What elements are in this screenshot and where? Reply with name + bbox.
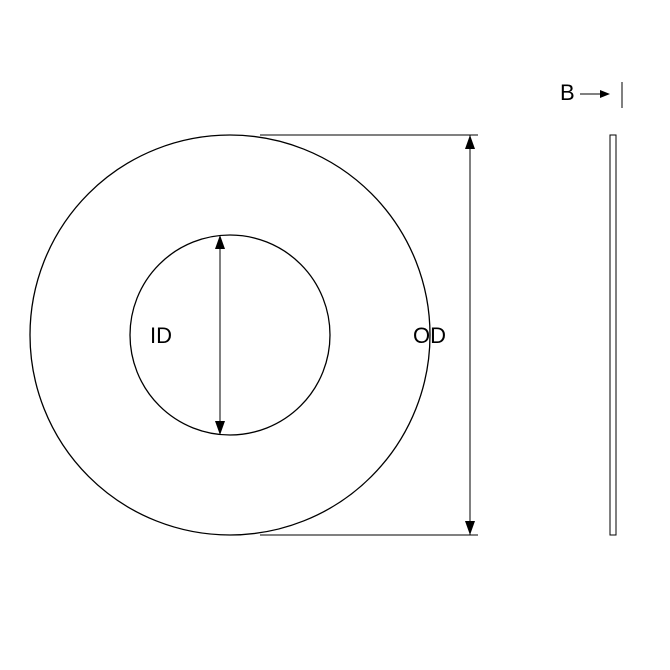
od-arrow-bottom <box>465 521 475 535</box>
washer-diagram: OD ID B <box>0 0 670 670</box>
od-label: OD <box>413 323 446 348</box>
od-arrow-top <box>465 135 475 149</box>
od-dimension: OD <box>260 135 478 535</box>
front-view <box>30 135 430 535</box>
id-arrow-bottom <box>215 421 225 435</box>
id-label: ID <box>150 323 172 348</box>
outer-diameter-circle <box>30 135 430 535</box>
id-arrow-top <box>215 235 225 249</box>
b-label: B <box>560 80 575 105</box>
id-dimension: ID <box>150 235 225 435</box>
side-profile <box>610 135 616 535</box>
b-dimension: B <box>560 80 622 108</box>
side-view <box>610 135 616 535</box>
b-arrow <box>600 90 610 98</box>
